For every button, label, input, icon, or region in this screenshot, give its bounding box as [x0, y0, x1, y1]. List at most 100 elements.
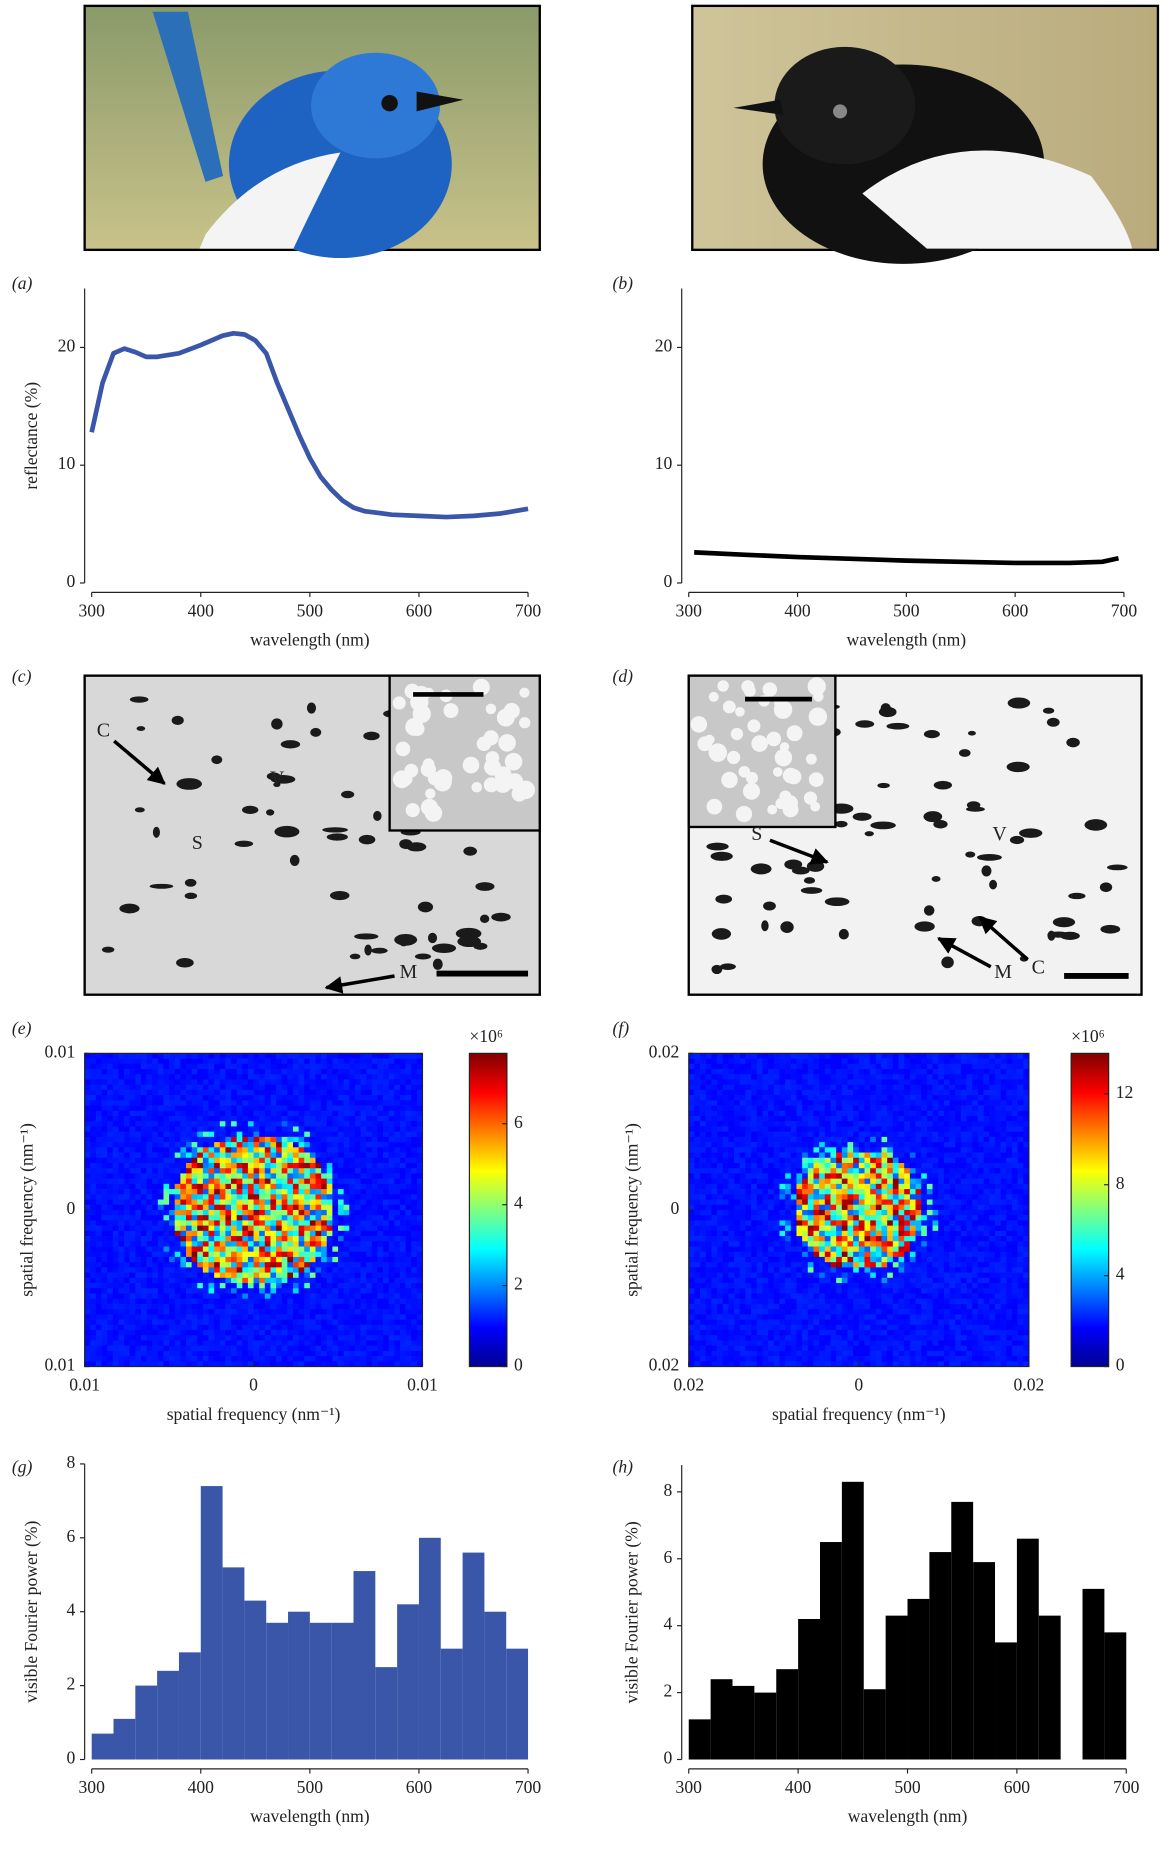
heatmap-cell — [208, 1324, 215, 1331]
heatmap-cell — [371, 1293, 378, 1300]
heatmap-cell — [315, 1220, 322, 1226]
heatmap-cell — [253, 1309, 260, 1315]
heatmap-cell — [90, 1058, 97, 1065]
heatmap-cell — [157, 1157, 164, 1164]
heatmap-cell — [202, 1303, 209, 1310]
heatmap-cell — [1023, 1105, 1030, 1112]
heatmap-cell — [264, 1361, 271, 1367]
heatmap-cell — [955, 1126, 962, 1133]
melanosome — [711, 964, 723, 975]
heatmap-cell — [191, 1152, 198, 1159]
heatmap-cell — [870, 1110, 877, 1117]
heatmap-cell — [242, 1314, 249, 1320]
heatmap-cell — [152, 1319, 159, 1326]
heatmap-cell — [191, 1283, 198, 1289]
heatmap-cell — [304, 1199, 311, 1206]
heatmap-cell — [107, 1162, 114, 1169]
heatmap-cell — [95, 1330, 102, 1336]
heatmap-cell — [231, 1356, 238, 1362]
heatmap-cell — [371, 1178, 378, 1185]
heatmap-cell — [338, 1256, 344, 1263]
heatmap-cell — [383, 1225, 390, 1232]
heatmap-cell — [304, 1209, 311, 1216]
heatmap-cell — [95, 1314, 102, 1320]
heatmap-cell — [214, 1204, 221, 1211]
heatmap-cell — [112, 1058, 119, 1065]
heatmap-cell — [281, 1220, 288, 1226]
inset-texture — [690, 716, 708, 733]
heatmap-cell — [281, 1069, 288, 1075]
heatmap-cell — [383, 1251, 390, 1258]
heatmap-cell — [180, 1251, 187, 1258]
x-tick-label: 500 — [893, 600, 920, 620]
heatmap-cell — [146, 1283, 153, 1289]
heatmap-cell — [739, 1131, 746, 1138]
heatmap-cell — [84, 1350, 91, 1357]
heatmap-cell — [140, 1314, 147, 1320]
heatmap-cell — [309, 1283, 316, 1289]
heatmap-cell — [399, 1152, 406, 1159]
heatmap-cell — [360, 1136, 367, 1143]
heatmap-cell — [705, 1074, 712, 1080]
heatmap-cell — [309, 1074, 316, 1080]
heatmap-cell — [169, 1110, 176, 1117]
heatmap-cell — [377, 1173, 384, 1179]
heatmap-cell — [276, 1345, 283, 1352]
heatmap-cell — [338, 1147, 344, 1153]
heatmap-cell — [298, 1361, 305, 1367]
heatmap-cell — [802, 1053, 809, 1059]
heatmap-cell — [118, 1199, 125, 1206]
heatmap-cell — [281, 1053, 288, 1059]
heatmap-cell — [118, 1147, 125, 1153]
heatmap-cell — [112, 1136, 119, 1143]
heatmap-cell — [416, 1215, 423, 1221]
heatmap-cell — [756, 1084, 763, 1091]
heatmap-cell — [169, 1288, 176, 1294]
heatmap-cell — [191, 1319, 198, 1326]
heatmap-cell — [751, 1121, 758, 1127]
heatmap-cell — [219, 1173, 226, 1179]
heatmap-cell — [231, 1110, 238, 1117]
heatmap-cell — [366, 1089, 373, 1096]
heatmap-cell — [779, 1126, 786, 1133]
heatmap-cell — [140, 1356, 147, 1362]
heatmap-cell — [281, 1303, 288, 1310]
heatmap-cell — [399, 1147, 406, 1153]
heatmap-cell — [728, 1115, 735, 1122]
heatmap-cell — [399, 1298, 406, 1305]
heatmap-cell — [236, 1350, 243, 1357]
heatmap-cell — [338, 1361, 344, 1367]
heatmap-cell — [287, 1136, 294, 1143]
heatmap-cell — [169, 1199, 176, 1206]
heatmap-cell — [197, 1121, 204, 1127]
heatmap-cell — [807, 1142, 814, 1148]
heatmap-cell — [864, 1142, 871, 1148]
heatmap-cell — [259, 1356, 266, 1362]
y-tick-label: 10 — [655, 453, 673, 473]
heatmap-cell — [388, 1199, 395, 1206]
heatmap-cell — [253, 1199, 260, 1206]
heatmap-cell — [208, 1058, 215, 1065]
heatmap-cell — [966, 1058, 973, 1065]
heatmap-cell — [264, 1168, 271, 1174]
heatmap-cell — [892, 1142, 899, 1148]
heatmap-cell — [371, 1267, 378, 1273]
heatmap-cell — [377, 1220, 384, 1226]
heatmap-cell — [360, 1225, 367, 1232]
heatmap-cell — [281, 1147, 288, 1153]
heatmap-cell — [270, 1293, 277, 1300]
heatmap-cell — [309, 1288, 316, 1294]
heatmap-cell — [219, 1183, 226, 1190]
heatmap-cell — [264, 1162, 271, 1169]
heatmap-cell — [135, 1283, 142, 1289]
heatmap-cell — [371, 1298, 378, 1305]
heatmap-cell — [90, 1298, 97, 1305]
heatmap-cell — [898, 1115, 905, 1122]
heatmap-cell — [921, 1121, 928, 1127]
heatmap-cell — [326, 1189, 333, 1195]
heatmap-cell — [819, 1089, 826, 1096]
heatmap-cell — [388, 1126, 395, 1133]
heatmap-cell — [219, 1079, 226, 1086]
heatmap-cell — [394, 1063, 401, 1070]
heatmap-cell — [219, 1225, 226, 1232]
